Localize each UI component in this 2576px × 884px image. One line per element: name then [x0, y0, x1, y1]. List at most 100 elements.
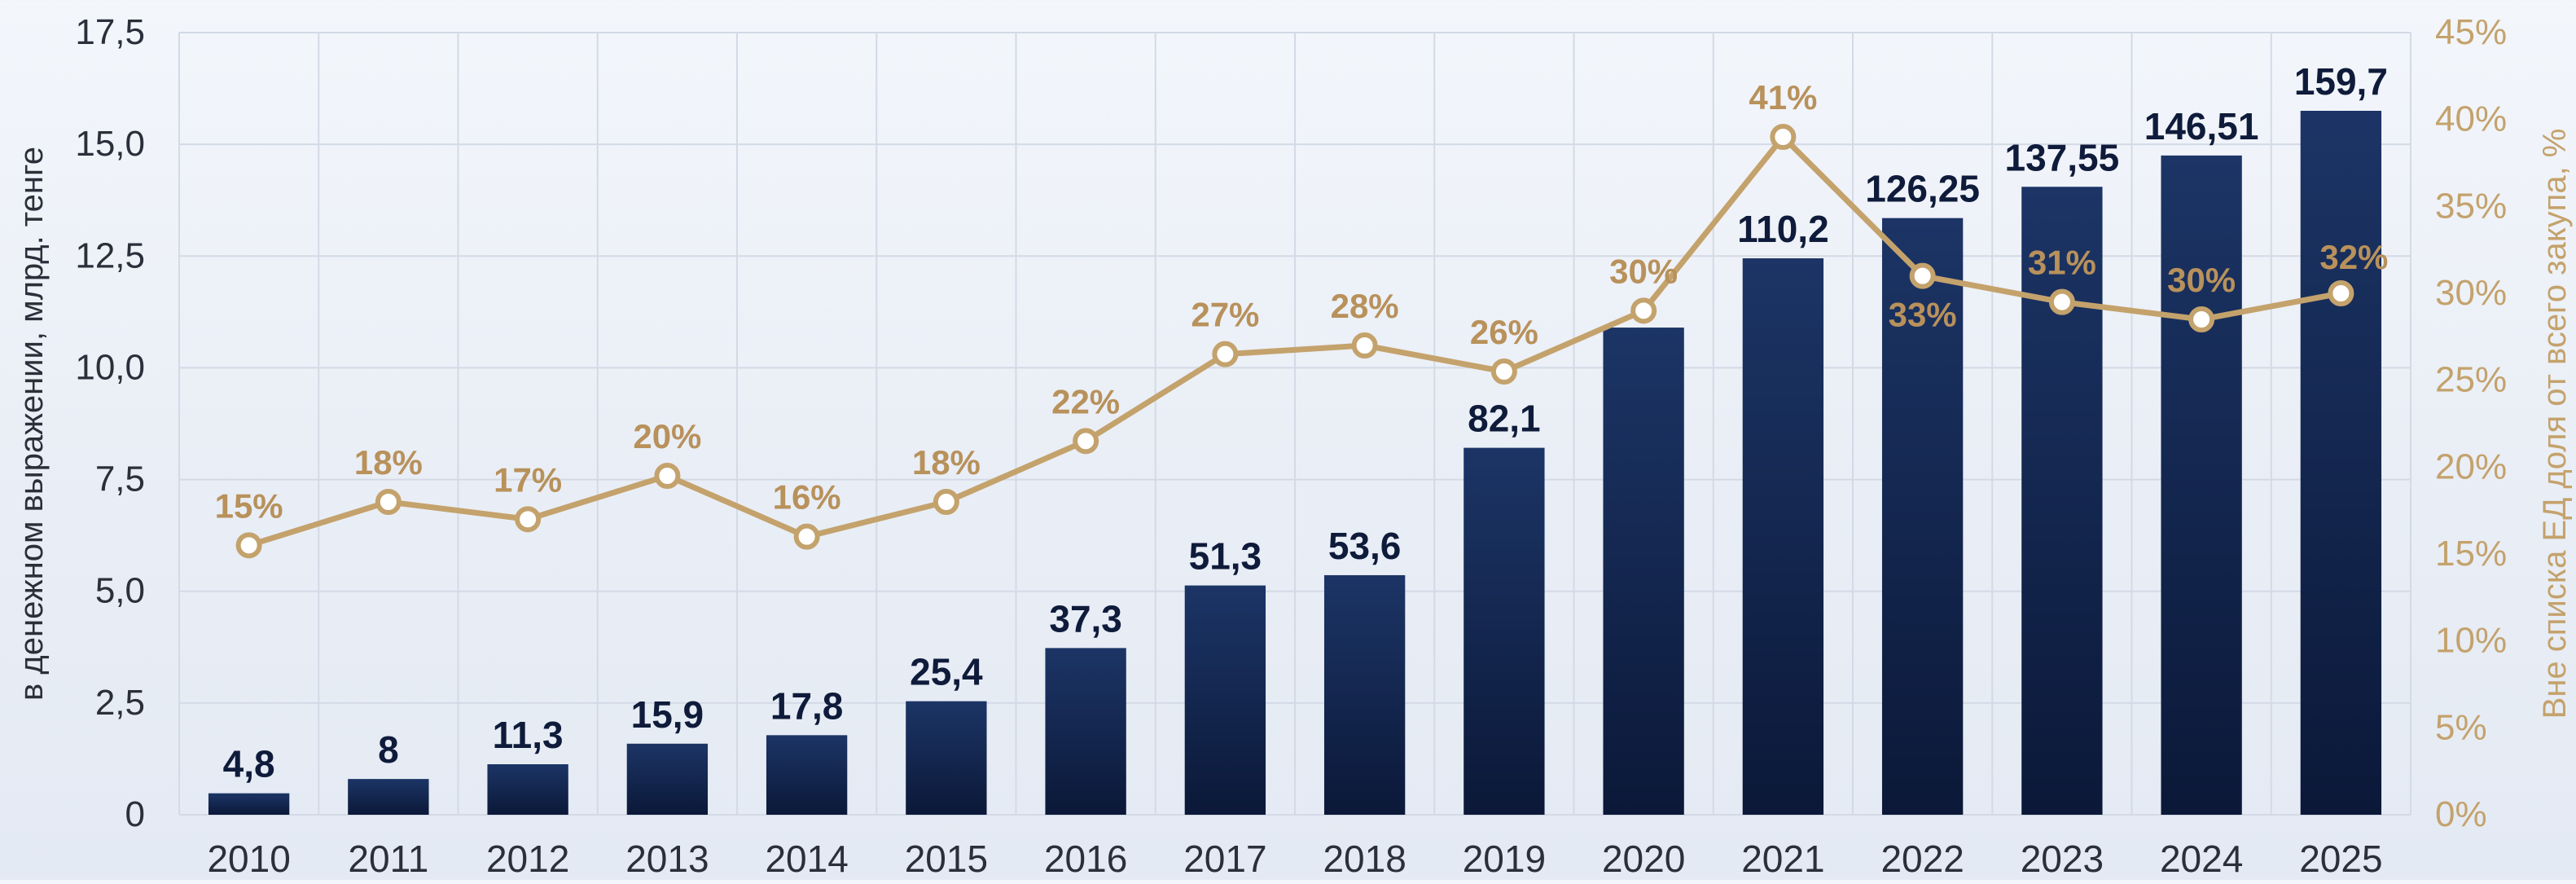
line-data-label: 16% [773, 478, 841, 517]
right-axis-tick-label: 30% [2435, 273, 2507, 313]
label-layer: 4,8 8 11,3 15,9 17,8 25,4 37,3 51,3 53,6 82,1 110,… [215, 60, 2389, 785]
line-data-label: 32% [2319, 238, 2388, 276]
x-axis-tick-label: 2013 [625, 838, 709, 880]
left-axis-tick-label: 7,5 [95, 460, 145, 499]
bar-data-label: 126,25 [1865, 168, 1980, 210]
bar-data-label: 51,3 [1189, 535, 1262, 578]
line-point [1909, 262, 1936, 289]
line-data-label: 31% [2028, 244, 2096, 282]
share-line [248, 134, 2342, 548]
line-data-label: 17% [494, 460, 562, 499]
line-data-label: 15% [215, 486, 283, 525]
left-axis-tick-label: 0 [125, 794, 145, 834]
bar [1464, 447, 1545, 815]
right-axis-tick-label: 5% [2435, 707, 2487, 747]
x-axis-tick-label: 2022 [1880, 838, 1964, 880]
bar-data-label: 11,3 [493, 714, 564, 756]
right-axis-tick-label: 0% [2435, 794, 2487, 834]
line-point [1351, 332, 1378, 358]
left-axis-tick-label: 10,0 [75, 347, 145, 387]
bar [2161, 155, 2242, 815]
right-axis-tick-label: 15% [2435, 534, 2507, 574]
line-point [2048, 288, 2075, 315]
left-axis-tick-label: 2,5 [95, 683, 145, 723]
line-data-label: 30% [2167, 261, 2236, 299]
bar-data-label: 159,7 [2294, 60, 2388, 103]
line-point [1212, 341, 1239, 367]
line-point [2188, 306, 2215, 332]
x-axis-tick-label: 2021 [1741, 838, 1824, 880]
right-axis-tick-label: 45% [2435, 12, 2507, 52]
x-axis-tick-label: 2018 [1323, 838, 1406, 880]
bar [2300, 111, 2382, 815]
bar-data-label: 17,8 [770, 684, 844, 727]
line-point [1630, 297, 1657, 324]
line-data-label: 18% [912, 443, 981, 482]
x-axis-tick-label: 2011 [348, 838, 428, 880]
bar-data-label: 110,2 [1737, 208, 1829, 250]
left-axis-tick-label: 5,0 [95, 571, 145, 611]
bar [348, 779, 429, 815]
line-point [654, 463, 681, 489]
line-layer [235, 124, 2354, 559]
x-axis-tick-label: 2019 [1463, 838, 1546, 880]
bar-data-label: 82,1 [1468, 398, 1541, 440]
line-data-label: 18% [354, 443, 423, 482]
bar [487, 764, 568, 815]
line-data-label: 33% [1889, 296, 1957, 334]
bar [1742, 258, 1824, 815]
bar-data-label: 15,9 [631, 693, 704, 736]
line-data-label: 28% [1331, 287, 1399, 325]
x-axis-tick-label: 2012 [486, 838, 569, 880]
line-data-label: 20% [633, 417, 701, 455]
right-axis-tick-label: 25% [2435, 360, 2507, 400]
right-axis-tick-label: 40% [2435, 99, 2507, 139]
left-axis-tick-label: 15,0 [75, 124, 145, 164]
left-axis-tick-label: 12,5 [75, 235, 145, 275]
line-point [1490, 358, 1517, 385]
bar [1881, 218, 1964, 816]
bar [1045, 648, 1126, 815]
bar [626, 743, 709, 815]
x-axis-tick-label: 2025 [2299, 838, 2382, 880]
line-point [515, 506, 542, 533]
bar-data-label: 37,3 [1049, 597, 1122, 640]
x-axis-tick-label: 2015 [905, 838, 988, 880]
bar [1323, 574, 1406, 815]
bar [766, 735, 848, 815]
line-point [933, 489, 959, 515]
right-axis-title: Вне списка ЕД доля от всего закупа, % [2537, 129, 2573, 719]
bar-data-label: 8 [378, 728, 399, 771]
bar-data-label: 137,55 [2005, 136, 2120, 178]
line-point [1770, 124, 1797, 150]
bar [906, 701, 987, 815]
bar [208, 793, 290, 815]
right-axis-tick-label: 20% [2435, 446, 2507, 486]
right-axis-tick-label: 35% [2435, 186, 2507, 226]
bar-data-label: 25,4 [910, 651, 983, 693]
bar [1603, 328, 1684, 815]
bar-data-label: 53,6 [1328, 525, 1402, 567]
line-data-label: 26% [1470, 313, 1538, 351]
x-axis-tick-label: 2016 [1044, 838, 1127, 880]
line-point [235, 532, 262, 559]
line-point [793, 523, 820, 550]
x-axis-tick-label: 2023 [2021, 838, 2104, 880]
bar-data-label: 4,8 [223, 743, 275, 785]
x-axis-tick-label: 2017 [1183, 838, 1266, 880]
x-axis-tick-label: 2014 [765, 838, 848, 880]
line-data-label: 22% [1051, 382, 1120, 420]
line-data-label: 30% [1609, 252, 1678, 290]
x-axis-tick-label: 2020 [1602, 838, 1685, 880]
x-axis-tick-label: 2024 [2160, 838, 2243, 880]
left-axis-tick-label: 17,5 [75, 12, 145, 52]
x-axis-tick-label: 2010 [207, 838, 290, 880]
line-point [1073, 428, 1099, 455]
bar-layer [208, 111, 2382, 816]
line-point [375, 489, 402, 515]
left-axis-title: в денежном выражении, млрд. тенге [14, 147, 50, 701]
line-point [2328, 280, 2354, 306]
line-data-label: 41% [1749, 78, 1817, 117]
